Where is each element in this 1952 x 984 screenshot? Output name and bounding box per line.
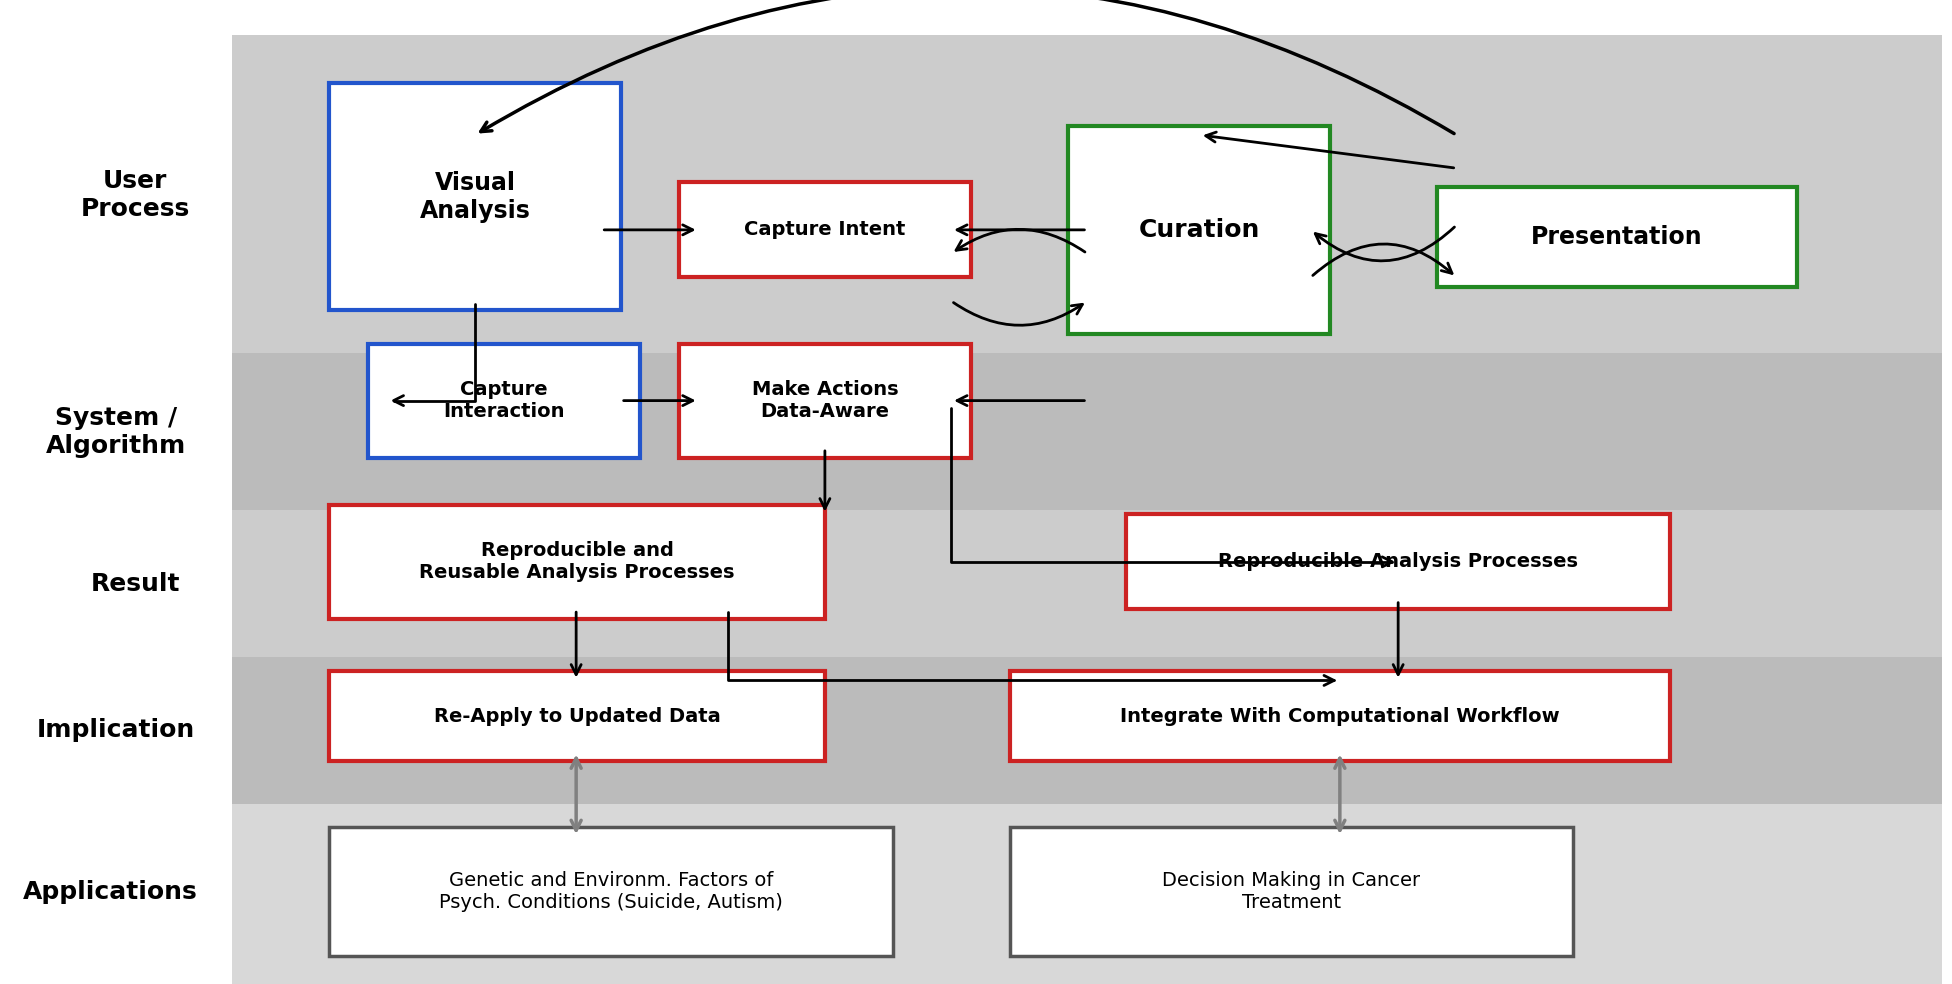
FancyBboxPatch shape [1009,828,1573,955]
FancyBboxPatch shape [330,505,826,619]
FancyBboxPatch shape [330,83,621,311]
FancyBboxPatch shape [232,353,1942,510]
Text: Implication: Implication [37,717,195,742]
Text: Genetic and Environm. Factors of
Psych. Conditions (Suicide, Autism): Genetic and Environm. Factors of Psych. … [439,871,783,912]
Text: Capture
Interaction: Capture Interaction [443,380,564,421]
Text: Make Actions
Data-Aware: Make Actions Data-Aware [752,380,898,421]
FancyBboxPatch shape [1009,671,1671,761]
Text: Reproducible and
Reusable Analysis Processes: Reproducible and Reusable Analysis Proce… [420,541,734,583]
FancyBboxPatch shape [1437,187,1796,286]
FancyBboxPatch shape [330,671,826,761]
Text: Result: Result [90,572,180,595]
FancyBboxPatch shape [232,35,1942,353]
FancyBboxPatch shape [679,182,970,277]
FancyBboxPatch shape [330,828,892,955]
Text: User
Process: User Process [80,169,189,220]
Text: System /
Algorithm: System / Algorithm [45,406,185,458]
Text: Capture Intent: Capture Intent [744,220,906,239]
FancyBboxPatch shape [369,343,640,458]
Text: Presentation: Presentation [1530,225,1702,249]
FancyBboxPatch shape [1068,126,1329,335]
Text: Curation: Curation [1138,217,1259,242]
FancyBboxPatch shape [232,804,1942,984]
Text: Re-Apply to Updated Data: Re-Apply to Updated Data [433,707,720,725]
Text: Reproducible Analysis Processes: Reproducible Analysis Processes [1218,552,1577,572]
FancyBboxPatch shape [232,510,1942,656]
Text: Visual
Analysis: Visual Analysis [420,171,531,222]
FancyBboxPatch shape [679,343,970,458]
Text: Applications: Applications [21,880,197,904]
FancyBboxPatch shape [1126,515,1671,609]
FancyBboxPatch shape [232,656,1942,804]
Text: Decision Making in Cancer
Treatment: Decision Making in Cancer Treatment [1161,871,1421,912]
Text: Integrate With Computational Workflow: Integrate With Computational Workflow [1120,707,1560,725]
